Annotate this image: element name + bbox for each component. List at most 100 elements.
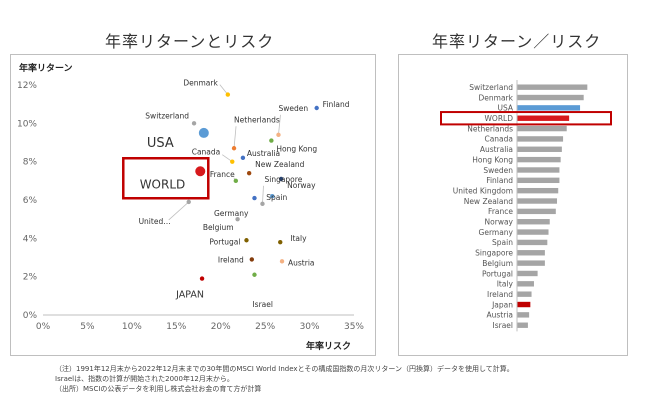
bar-category-label: Hong Kong [472,155,513,164]
bar-category-label: United Kingdom [453,186,513,195]
point-singapore [260,201,265,207]
bar-new-zealand [517,198,558,204]
point-ireland [249,257,255,262]
point-label-austria: Austria [288,258,315,267]
y-axis-label: 年率リターン [19,62,73,74]
footnote-3: （出所）MSCIの公表データを利用し株式会社お金の育て方が計算 [55,385,262,393]
x-tick-label: 30% [300,322,320,332]
bar-category-label: New Zealand [464,197,514,206]
x-tick-label: 25% [255,322,275,332]
bar-category-label: WORLD [485,114,514,123]
scatter-chart-title: 年率リターンとリスク [105,32,275,51]
x-tick-label: 0% [36,322,51,332]
bar-category-label: Ireland [487,290,513,299]
point-netherlands [231,146,237,151]
point-label-spain: Spain [266,193,287,202]
point-label-netherlands: Netherlands [234,115,280,124]
world-highlight-box [122,157,210,200]
x-tick-label: 5% [80,322,95,332]
point-label-singapore: Singapore [264,175,302,184]
point-denmark [225,92,231,97]
point-label-italy: Italy [290,234,307,243]
y-tick-label: 8% [23,158,38,168]
world-bar-highlight-box [440,111,612,126]
bar-switzerland [517,84,588,90]
y-tick-label: 0% [23,311,38,321]
point-finland [314,105,319,111]
bar-category-label: Sweden [483,166,513,175]
bar-singapore [517,250,545,256]
bar-category-label: Norway [485,218,514,227]
point-label-australia: Australia [247,149,280,158]
y-tick-label: 2% [23,273,38,283]
bar-portugal [517,270,538,277]
bar-italy [517,281,534,287]
point-portugal [244,238,249,243]
point-label-japan: JAPAN [175,290,204,301]
bar-sweden [517,167,560,173]
bar-chart-panel: Switzerland Denmark USA WORLD Netherlands Can… [398,54,628,372]
bar-category-label: Finland [486,176,513,185]
y-tick-label: 12% [17,81,37,91]
x-tick-label: 20% [211,322,231,332]
point-label-united-kingdom: United… [139,217,171,226]
point-world [195,166,206,177]
point-label-israel: Israel [252,300,272,309]
bar-israel [517,322,528,328]
bar-category-label: Austria [487,311,514,320]
x-tick-label: 15% [166,322,186,332]
bar-denmark [517,94,584,101]
point-label-canada: Canada [192,148,221,157]
point-label-norway: Norway [287,181,316,190]
bar-category-label: France [488,207,513,216]
point-label-hong-kong: Hong Kong [276,145,317,154]
point-usa [198,127,209,138]
point-hong-kong [269,138,274,143]
bar-category-label: Italy [497,280,514,289]
bar-category-label: Japan [491,300,513,309]
leader-line-sweden [278,114,281,135]
bar-japan [517,301,531,308]
bar-australia [517,146,562,152]
point-label-new-zealand: New Zealand [255,160,305,169]
point-australia [240,155,246,161]
bar-canada [517,136,564,142]
point-canada [230,159,235,164]
point-norway [278,176,284,182]
point-switzerland [191,121,197,126]
x-tick-label: 35% [344,322,364,332]
bar-category-label: USA [497,104,513,113]
bar-category-label: Portugal [482,269,513,278]
bar-category-label: Denmark [479,93,514,102]
bar-category-label: Switzerland [469,83,513,92]
point-label-finland: Finland [323,100,350,109]
point-label-usa: USA [147,136,174,151]
point-label-switzerland: Switzerland [145,111,189,120]
bar-spain [517,239,548,246]
bar-usa [517,105,581,111]
scatter-chart-panel: 年率リターン 年率リスク 0% 2% 4% 6% 8% 10% 12% 0% 5% 10% 15% 20%… [10,54,376,356]
bar-finland [517,177,560,184]
leader-line-netherlands [233,126,237,149]
bar-chart-title: 年率リターン／リスク [432,32,602,51]
bar-category-label: Australia [480,145,513,154]
bar-category-label: Spain [492,238,513,247]
bar-germany [517,229,549,235]
x-tick-label: 10% [122,322,142,332]
bar-norway [517,219,550,225]
footnote-1: （注）1991年12月末から2022年12月末までの30年間のMSCI Worl… [55,365,514,373]
point-italy [278,239,283,245]
bar-category-label: Canada [484,135,513,144]
bar-category-label: Belgium [482,259,513,268]
bar-world [517,115,570,121]
bar-austria [517,312,530,318]
point-belgium [235,216,240,222]
bar-hong-kong [517,156,561,163]
point-new-zealand [246,170,252,176]
point-label-ireland: Ireland [218,255,244,264]
point-label-portugal: Portugal [209,237,240,246]
bar-category-label: Israel [493,321,514,330]
bar-belgium [517,260,545,266]
